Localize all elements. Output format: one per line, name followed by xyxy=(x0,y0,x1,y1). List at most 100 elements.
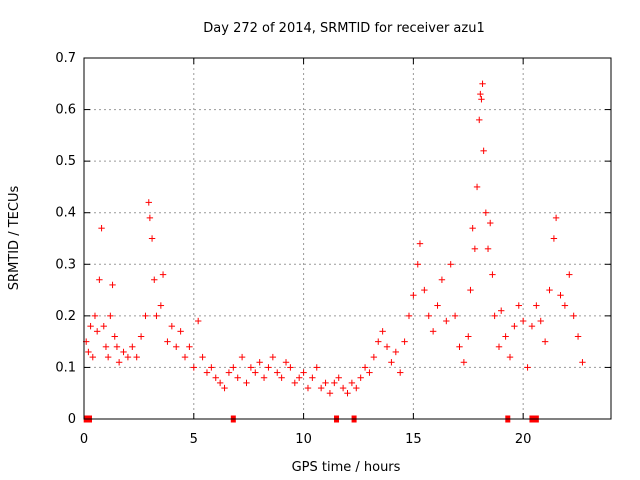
data-point xyxy=(557,292,564,299)
y-tick-label: 0 xyxy=(68,412,76,427)
data-point xyxy=(142,312,149,320)
x-tick-label: 0 xyxy=(80,432,88,447)
data-point xyxy=(476,116,483,124)
data-point xyxy=(438,276,446,283)
data-point xyxy=(375,338,382,345)
data-point xyxy=(344,390,351,397)
data-point xyxy=(104,353,112,361)
x-axis-label: GPS time / hours xyxy=(292,460,401,475)
data-point xyxy=(269,353,277,361)
data-point xyxy=(456,343,463,350)
data-point xyxy=(447,261,454,268)
data-point xyxy=(173,343,180,350)
y-tick-label: 0.6 xyxy=(55,103,76,118)
data-point xyxy=(168,322,176,330)
data-point xyxy=(87,322,94,330)
data-point xyxy=(550,235,558,242)
data-point xyxy=(89,353,96,361)
data-point xyxy=(561,302,569,309)
data-point xyxy=(309,374,316,381)
data-point xyxy=(93,328,101,335)
data-point xyxy=(194,317,202,325)
y-tick-label: 0.3 xyxy=(55,257,76,272)
data-point xyxy=(216,379,224,387)
data-point xyxy=(111,333,118,340)
data-point xyxy=(145,199,152,206)
data-point xyxy=(129,343,136,350)
data-point xyxy=(98,224,105,232)
data-point xyxy=(339,384,347,392)
data-point xyxy=(124,353,132,361)
data-point xyxy=(353,384,360,392)
data-point xyxy=(443,317,450,325)
y-tick-label: 0.7 xyxy=(55,51,76,66)
data-point xyxy=(291,379,298,387)
data-point xyxy=(100,322,107,330)
data-point xyxy=(109,281,116,289)
data-point xyxy=(383,343,391,350)
data-point xyxy=(159,271,167,278)
data-point xyxy=(366,369,373,376)
data-point xyxy=(469,224,476,232)
data-point xyxy=(225,369,233,376)
data-point xyxy=(478,96,485,103)
y-tick-label: 0.5 xyxy=(55,154,76,169)
data-point xyxy=(157,302,165,309)
data-points xyxy=(82,80,586,397)
chart-title: Day 272 of 2014, SRMTID for receiver azu… xyxy=(203,21,484,36)
data-point xyxy=(148,235,156,242)
data-point xyxy=(265,364,272,371)
data-point xyxy=(480,147,487,155)
data-point xyxy=(491,312,498,320)
data-point xyxy=(388,359,395,366)
data-point xyxy=(498,307,505,314)
data-point xyxy=(331,379,338,387)
data-point xyxy=(300,369,307,376)
data-point xyxy=(519,317,527,325)
y-tick-label: 0.1 xyxy=(55,360,76,375)
data-point xyxy=(177,328,184,335)
data-point xyxy=(524,364,531,371)
data-point xyxy=(295,374,303,381)
data-point xyxy=(533,302,540,309)
data-point xyxy=(190,364,197,371)
data-point xyxy=(212,374,219,381)
data-point xyxy=(186,343,193,350)
data-point xyxy=(247,364,255,371)
data-point xyxy=(85,348,92,356)
x-tick-label: 15 xyxy=(405,432,422,447)
data-point xyxy=(151,276,158,283)
axis-ticks: 0 5 10 15 20 0 0.1 0.2 0.3 0.4 0.5 0.6 0.7 xyxy=(55,51,611,447)
data-point xyxy=(287,364,294,371)
data-point xyxy=(477,90,484,98)
data-point xyxy=(304,384,312,392)
data-point xyxy=(278,374,285,381)
data-point xyxy=(570,312,577,320)
data-point xyxy=(429,328,437,335)
data-point xyxy=(546,286,553,294)
data-point xyxy=(370,353,378,361)
grid-lines xyxy=(84,58,611,419)
data-point xyxy=(552,214,560,222)
data-point xyxy=(208,364,215,371)
data-point xyxy=(566,271,573,278)
data-point xyxy=(361,364,369,371)
x-tick-label: 5 xyxy=(190,432,198,447)
data-point xyxy=(416,240,424,247)
data-point xyxy=(467,286,474,294)
x-tick-label: 10 xyxy=(295,432,312,447)
data-point xyxy=(234,374,241,381)
y-tick-label: 0.2 xyxy=(55,309,76,324)
data-point xyxy=(401,338,408,345)
data-point xyxy=(313,364,320,371)
data-point xyxy=(238,353,246,361)
data-point xyxy=(465,333,472,340)
data-point xyxy=(113,343,121,350)
data-point xyxy=(421,286,428,294)
data-point xyxy=(484,245,492,253)
data-point xyxy=(230,364,237,371)
data-point xyxy=(410,292,417,299)
data-point xyxy=(397,369,404,376)
